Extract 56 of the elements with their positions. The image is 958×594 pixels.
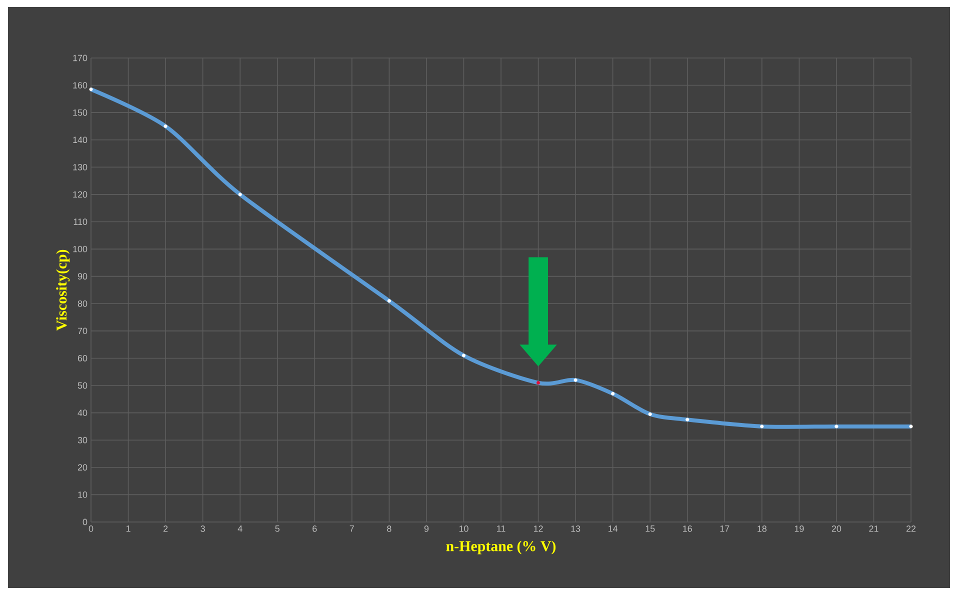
- x-tick-label: 7: [350, 526, 354, 532]
- x-tick-label: 18: [758, 526, 767, 532]
- x-tick-label: 22: [906, 526, 916, 532]
- x-tick-label: 15: [646, 526, 655, 532]
- x-tick-label: 0: [88, 526, 94, 532]
- point: [387, 299, 391, 303]
- point: [536, 380, 540, 385]
- point: [686, 418, 690, 422]
- y-tick-label: 60: [78, 355, 88, 362]
- x-tick-label: 20: [832, 526, 842, 532]
- y-tick-label: 140: [73, 136, 88, 144]
- point: [89, 88, 93, 92]
- point: [574, 378, 578, 382]
- y-tick-label: 160: [73, 82, 88, 88]
- x-tick-label: 3: [200, 526, 205, 532]
- y-tick-label: 120: [73, 191, 88, 198]
- x-tick-label: 6: [312, 526, 317, 532]
- x-tick-label: 13: [571, 526, 580, 532]
- x-tick-label: 1: [126, 526, 130, 532]
- y-tick-label: 90: [78, 273, 88, 280]
- x-tick-label: 17: [720, 526, 730, 532]
- y-tick-label: 0: [82, 518, 88, 526]
- point: [238, 192, 242, 196]
- y-axis-title: Viscosity(cp): [56, 250, 70, 331]
- x-tick-label: 19: [794, 526, 804, 532]
- y-tick-label: 20: [78, 464, 88, 471]
- point: [462, 354, 466, 358]
- x-tick-label: 10: [459, 526, 468, 532]
- x-tick-label: 5: [275, 526, 280, 532]
- y-tick-label: 70: [78, 328, 88, 334]
- x-tick-label: 4: [238, 526, 242, 532]
- y-tick-label: 150: [73, 109, 88, 116]
- y-tick-label: 80: [78, 300, 88, 307]
- point: [909, 424, 913, 428]
- x-tick-label: 2: [164, 526, 168, 532]
- y-tick-label: 170: [73, 54, 88, 62]
- x-tick-label: 12: [534, 526, 543, 532]
- y-tick-label: 110: [74, 218, 88, 225]
- y-tick-label: 40: [78, 410, 88, 416]
- x-tick-label: 16: [683, 526, 692, 532]
- x-tick-label: 14: [608, 526, 618, 532]
- point: [648, 412, 652, 416]
- x-tick-label: 11: [497, 526, 506, 532]
- x-tick-label: 21: [869, 526, 878, 532]
- point: [611, 392, 615, 396]
- point: [760, 424, 764, 428]
- y-tick-label: 100: [73, 246, 88, 252]
- x-tick-label: 9: [424, 526, 429, 532]
- y-tick-label: 130: [73, 164, 88, 170]
- x-tick-label: 8: [387, 526, 392, 532]
- y-tick-label: 10: [78, 492, 88, 498]
- point: [164, 124, 168, 128]
- y-tick-label: 50: [78, 382, 88, 389]
- x-axis-title: n-Heptane (% V): [446, 540, 556, 554]
- y-tick-label: 30: [78, 436, 88, 444]
- point: [834, 424, 838, 428]
